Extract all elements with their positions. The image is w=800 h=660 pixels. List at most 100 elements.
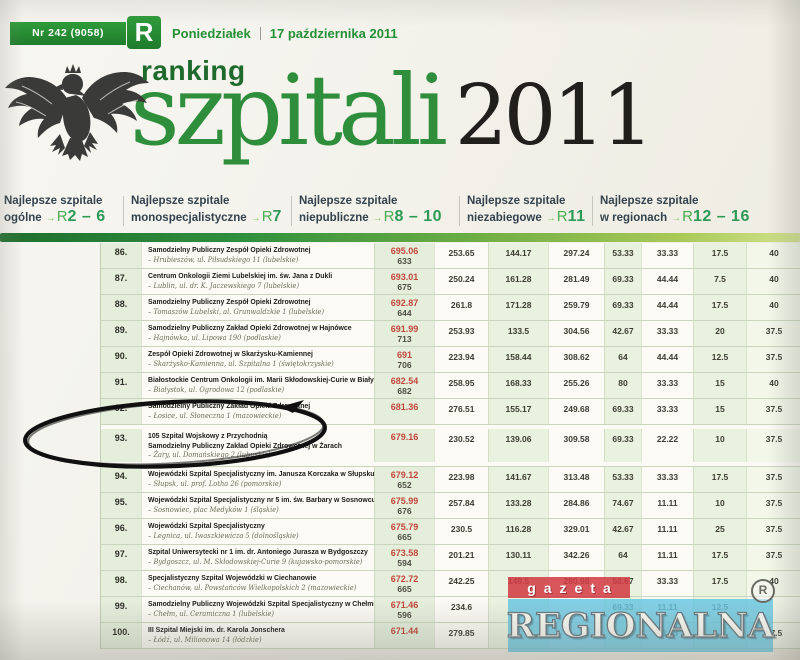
score-value: 675.99 [390, 496, 419, 506]
masthead-dateline: Poniedziałek 17 października 2011 [172, 26, 398, 41]
table-row: 93. 105 Szpital Wojskowy z Przychodnią Sam… [101, 425, 800, 467]
score-cell: 672.72 665 [374, 571, 434, 596]
score-cell: 675.99 676 [374, 493, 434, 518]
value-cell: 17.5 [693, 545, 746, 570]
nav-ref-letter: R [261, 208, 273, 225]
value-cell: 261.8 [434, 295, 488, 320]
ranking-table: 86. Samodzielny Publiczny Zespół Opieki Z… [100, 243, 800, 649]
nav-ref-letter: R [556, 208, 568, 225]
weekday-label: Poniedziałek [172, 26, 251, 41]
hospital-name-cell: Samodzielny Publiczny Wojewódzki Szpital… [141, 597, 374, 622]
score-cell: 671.46 596 [374, 597, 434, 622]
hospital-name: Samodzielny Publiczny Zakład Opieki Zdro… [148, 440, 343, 450]
table-row: 88. Samodzielny Publiczny Zespół Opieki Z… [101, 295, 800, 321]
hospital-address: – Lublin, ul. dr. K. Jaczewskiego 7 (lub… [148, 281, 300, 290]
arrow-right-icon: → [45, 213, 56, 224]
hospital-address: – Skarżysko-Kamienna, ul. Szpitalna 1 (ś… [148, 359, 334, 368]
score-cell: 692.87 644 [374, 295, 434, 320]
value-cell: 40 [746, 269, 800, 294]
rank-cell: 93. [101, 429, 141, 462]
nav-label: ogólne [4, 212, 42, 224]
score-value: 681.36 [390, 402, 419, 412]
table-row: 87. Centrum Onkologii Ziemi Lubelskiej im… [101, 269, 800, 295]
score-sub-value: 675 [397, 282, 412, 292]
hospital-name-cell: Samodzielny Publiczny Zakład Opieki Zdro… [141, 321, 374, 346]
nav-ref-letter: R [56, 208, 68, 225]
score-cell: 693.01 675 [374, 269, 434, 294]
nav-line1: Najlepsze szpitale [131, 195, 230, 207]
value-cell: 37.5 [746, 399, 800, 424]
value-cell: 133.28 [488, 493, 548, 518]
nav-separator [459, 196, 460, 226]
hospital-name-cell: Wojewódzki Szpital Specjalistyczny nr 5 … [141, 493, 374, 518]
hospital-name: Samodzielny Publiczny Zespół Opieki Zdro… [148, 297, 311, 306]
value-cell: 313.48 [548, 467, 604, 492]
table-row: 89. Samodzielny Publiczny Zakład Opieki Z… [101, 321, 800, 347]
score-value: 672.72 [390, 574, 419, 584]
hospital-name: Wojewódzki Szpital Specjalistyczny nr 5 … [148, 495, 374, 504]
hospital-address: – Chełm, ul. Ceramiczna 1 (lubelskie) [148, 609, 275, 618]
rank-cell: 88. [101, 295, 141, 320]
value-cell: 139.06 [488, 429, 548, 462]
nav-ref-pages: 11 [567, 208, 586, 225]
value-cell: 250.24 [434, 269, 488, 294]
hospital-name-cell: Centrum Onkologii Ziemi Lubelskiej im. ś… [141, 269, 374, 294]
value-cell: 12.5 [693, 347, 746, 372]
score-sub-value: 713 [397, 334, 412, 344]
value-cell: 64 [604, 347, 641, 372]
score-cell: 673.58 594 [374, 545, 434, 570]
arrow-right-icon: → [372, 213, 383, 224]
value-cell: 44.44 [641, 347, 693, 372]
rank-cell: 92. [101, 399, 141, 424]
score-sub-value: 665 [397, 584, 412, 594]
value-cell: 223.98 [434, 467, 488, 492]
score-value: 671.44 [390, 626, 419, 636]
hospital-name-cell: Zespół Opieki Zdrowotnej w Skarżysku-Kam… [141, 347, 374, 372]
value-cell: 253.93 [434, 321, 488, 346]
brand-r-logo: R [127, 16, 161, 49]
arrow-right-icon: → [545, 213, 556, 224]
value-cell: 234.6 [434, 597, 488, 622]
value-cell: 249.68 [548, 399, 604, 424]
value-cell: 69.33 [604, 269, 641, 294]
value-cell: 342.26 [548, 545, 604, 570]
score-cell: 671.44 [374, 623, 434, 648]
nav-item-niezabiegowe: Najlepsze szpitale niezabiegowe →R11 [467, 194, 586, 226]
rank-cell: 91. [101, 373, 141, 398]
nav-separator [291, 196, 292, 226]
value-cell: 276.51 [434, 399, 488, 424]
value-cell: 141.67 [488, 467, 548, 492]
hospital-name: Centrum Onkologii Ziemi Lubelskiej im. ś… [148, 271, 333, 280]
value-cell: 17.5 [693, 295, 746, 320]
value-cell: 11.11 [641, 545, 693, 570]
value-cell: 33.33 [641, 467, 693, 492]
hospital-name-cell: Wojewódzki Szpital Specjalistyczny im. J… [141, 467, 374, 492]
table-row: 96. Wojewódzki Szpital Specjalistyczny – L… [101, 519, 800, 545]
value-cell: 17.5 [693, 243, 746, 268]
score-value: 679.16 [390, 432, 419, 442]
score-cell: 691 706 [374, 347, 434, 372]
value-cell: 201.21 [434, 545, 488, 570]
hospital-name: Szpital Uniwersytecki nr 1 im. dr. Anton… [148, 547, 368, 556]
hospital-address: – Bydgoszcz, ul. M. Skłodowskiej-Curie 9… [148, 557, 363, 566]
table-row: 91. Białostockie Centrum Onkologii im. Ma… [101, 373, 800, 399]
value-cell: 37.5 [746, 519, 800, 544]
value-cell: 33.33 [641, 373, 693, 398]
value-cell: 297.24 [548, 243, 604, 268]
hospital-name: III Szpital Miejski im. dr. Karola Jonsc… [148, 625, 285, 634]
nav-label: monospecjalistyczne [131, 212, 247, 224]
value-cell: 33.33 [641, 321, 693, 346]
score-value: 692.87 [390, 298, 419, 308]
nav-label: niezabiegowe [467, 212, 542, 224]
value-cell: 17.5 [693, 467, 746, 492]
nav-label: w regionach [600, 212, 668, 224]
hospital-address: – Łosice, ul. Słoneczna 1 (mazowieckie) [148, 411, 282, 420]
value-cell: 259.79 [548, 295, 604, 320]
rank-cell: 95. [101, 493, 141, 518]
nav-line1: Najlepsze szpitale [299, 195, 398, 207]
value-cell: 37.5 [746, 545, 800, 570]
score-value: 671.46 [390, 600, 419, 610]
value-cell: 69.33 [604, 399, 641, 424]
value-cell: 17.5 [693, 571, 746, 596]
value-cell: 74.67 [604, 493, 641, 518]
